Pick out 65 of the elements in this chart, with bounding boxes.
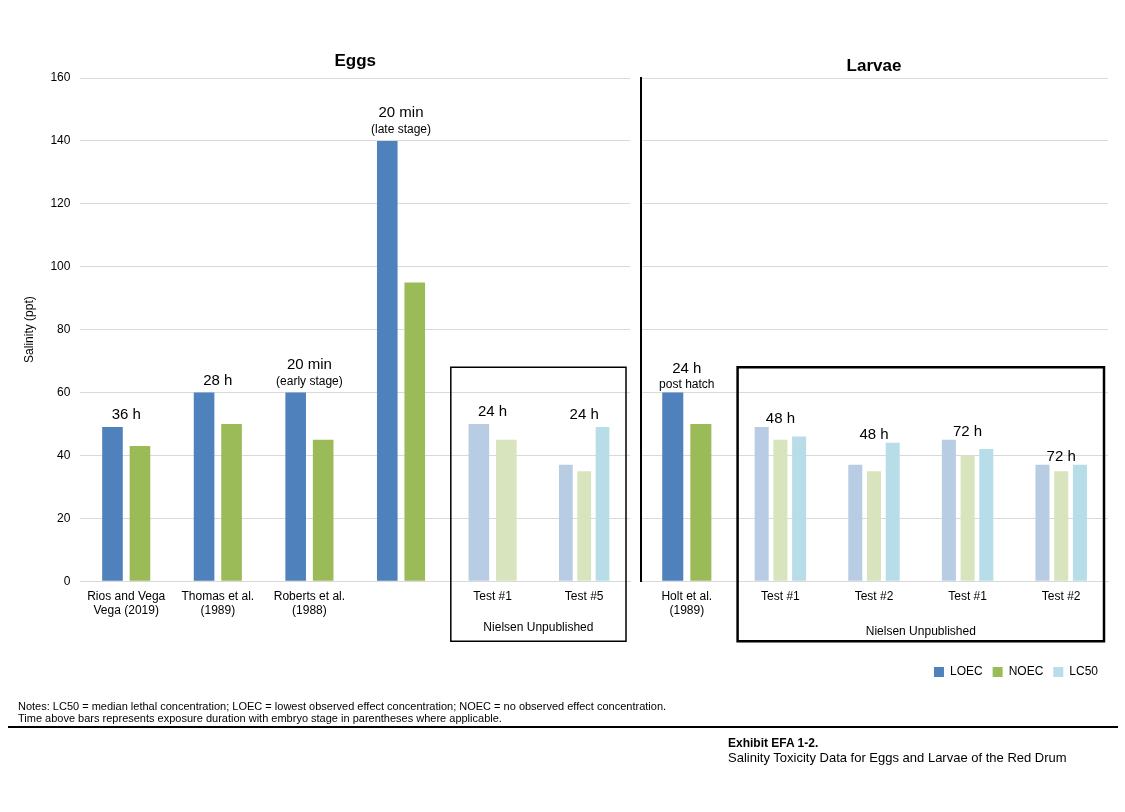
annotation: 72 h [1046,446,1076,464]
annotation: 36 h [111,405,141,423]
y-tick-label: 160 [50,70,71,85]
legend-label: LC50 [1069,664,1099,679]
text: Time above bars represents exposure duration with embryo stage in parentheses where applicable. [18,712,503,724]
y-tick-label: 40 [57,447,71,462]
bar [1054,471,1069,581]
bar [221,423,242,581]
annotation: 24 h post hatch [659,358,715,391]
x-tick-label: Holt et al. (1989) [661,588,713,618]
x-tick-label: Test #1 [473,588,513,603]
annotation: 20 min (early stage) [276,354,343,388]
x-tick-label: Test #5 [564,588,604,603]
x-tick-label: Test #1 [948,588,988,603]
bar [595,427,610,581]
bar [754,427,769,581]
x-tick-label: Rios and Vega Vega (2019) [87,588,166,618]
y-tick-label: 0 [63,573,71,588]
text: Exhibit EFA 1-2. [728,736,820,750]
annotation: 72 h [953,421,983,439]
bar [468,423,490,581]
annotation: 20 min (late stage) [370,102,432,136]
bar [773,439,788,581]
bar [1035,464,1050,581]
chart-title: Larvae [846,55,902,75]
bar [960,455,975,581]
bar [193,392,215,581]
bar [885,442,900,581]
y-tick-label: 100 [50,259,71,274]
bar [376,140,398,581]
x-tick-label: Test #1 [761,588,801,603]
x-tick-label: Thomas et al. (1989) [181,588,255,618]
bar [979,449,994,581]
text: Nielsen Unpublished [483,620,594,635]
x-tick-label: Roberts et al. (1988) [273,588,346,618]
bar [496,439,517,581]
legend-label: LOEC [949,664,983,679]
y-tick-label: 20 [57,510,71,525]
x-tick-label: Test #2 [1041,588,1081,603]
text: Nielsen Unpublished [865,623,976,638]
bar [941,439,956,581]
bar [285,392,306,581]
annotation: 24 h [569,405,599,423]
bar [866,471,882,581]
bar [1072,464,1087,581]
bar [102,427,123,581]
text: Salinity Toxicity Data for Eggs and Larvae of the Red Drum [728,750,1068,765]
y-tick-label: 80 [57,321,71,336]
bar [848,464,863,581]
legend-label: NOEC [1008,664,1044,679]
y-tick-label: 60 [57,384,71,399]
bar [129,445,151,581]
y-tick-label: 120 [50,196,71,211]
annotation: 48 h [859,424,889,442]
text: Notes: LC50 = median lethal concentration; LOEC = lowest observed effect concentration; NOEC = no observed effect concentration. [18,700,668,712]
x-tick-label: Test #2 [854,588,894,603]
y-tick-label: 140 [50,133,71,148]
chart-title: Eggs [334,51,376,70]
bar [312,439,334,581]
bar [404,282,426,581]
annotation: 24 h [478,401,508,419]
y-axis-title: Salinity (ppt) [21,296,36,363]
annotation: 48 h [765,409,795,427]
bar [792,436,807,581]
annotation: 28 h [203,370,233,388]
